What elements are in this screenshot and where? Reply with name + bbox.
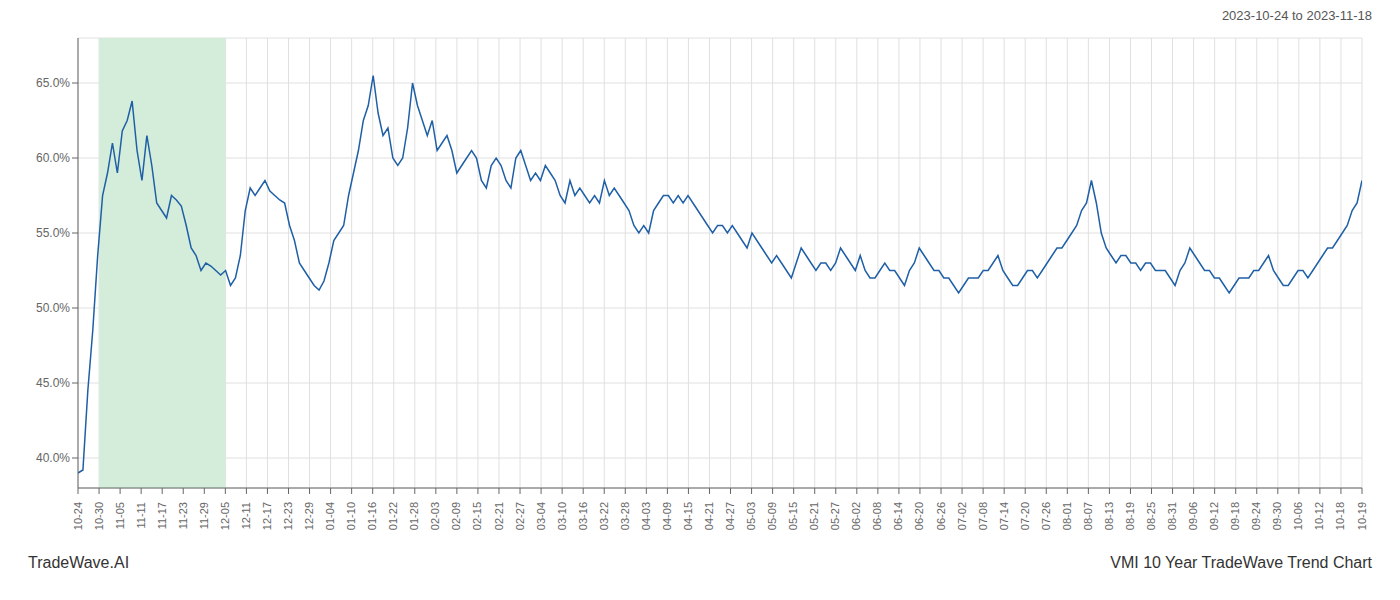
svg-text:40.0%: 40.0%	[36, 451, 70, 465]
svg-text:07-14: 07-14	[998, 502, 1010, 530]
svg-text:65.0%: 65.0%	[36, 76, 70, 90]
svg-text:55.0%: 55.0%	[36, 226, 70, 240]
svg-text:12-11: 12-11	[240, 502, 252, 529]
html-text:2023-10-24 to 2023-11-18: 2023-10-24 to 2023-11-18	[1221, 8, 1372, 23]
svg-text:09-06: 09-06	[1187, 502, 1199, 530]
svg-text:01-10: 01-10	[345, 502, 357, 530]
svg-text:06-20: 06-20	[913, 502, 925, 530]
svg-text:08-01: 08-01	[1061, 502, 1073, 530]
svg-text:11-11: 11-11	[135, 502, 147, 529]
svg-text:01-16: 01-16	[366, 502, 378, 530]
svg-text:01-04: 01-04	[324, 502, 336, 530]
svg-text:05-03: 05-03	[745, 502, 757, 530]
svg-text:11-05: 11-05	[114, 502, 126, 529]
svg-text:04-21: 04-21	[703, 502, 715, 530]
svg-text:09-30: 09-30	[1271, 502, 1283, 530]
svg-text:09-12: 09-12	[1208, 502, 1220, 530]
svg-text:50.0%: 50.0%	[36, 301, 70, 315]
svg-text:10-18: 10-18	[1334, 502, 1346, 530]
svg-text:03-04: 03-04	[535, 502, 547, 530]
svg-text:08-31: 08-31	[1166, 502, 1178, 530]
svg-text:06-08: 06-08	[871, 502, 883, 530]
svg-text:07-08: 07-08	[977, 502, 989, 530]
svg-text:45.0%: 45.0%	[36, 376, 70, 390]
svg-text:03-10: 03-10	[556, 502, 568, 530]
svg-text:01-28: 01-28	[408, 502, 420, 530]
svg-text:09-24: 09-24	[1250, 502, 1262, 530]
svg-text:03-22: 03-22	[598, 502, 610, 530]
svg-text:12-23: 12-23	[282, 502, 294, 530]
svg-text:08-19: 08-19	[1124, 502, 1136, 530]
svg-text:05-09: 05-09	[766, 502, 778, 530]
svg-text:02-21: 02-21	[493, 502, 505, 530]
svg-text:11-29: 11-29	[198, 502, 210, 529]
svg-text:04-03: 04-03	[640, 502, 652, 530]
svg-text:10-30: 10-30	[93, 502, 105, 530]
svg-text:10-06: 10-06	[1292, 502, 1304, 530]
html-text:VMI 10 Year TradeWave Trend Ch: VMI 10 Year TradeWave Trend Chart	[1110, 554, 1372, 571]
svg-text:06-26: 06-26	[935, 502, 947, 530]
svg-text:05-21: 05-21	[808, 502, 820, 530]
svg-text:06-14: 06-14	[892, 502, 904, 530]
svg-text:12-17: 12-17	[261, 502, 273, 530]
svg-text:02-15: 02-15	[471, 502, 483, 530]
svg-text:10-12: 10-12	[1313, 502, 1325, 530]
svg-text:10-24: 10-24	[72, 502, 84, 530]
svg-text:11-17: 11-17	[156, 502, 168, 529]
svg-text:07-02: 07-02	[956, 502, 968, 530]
svg-text:02-09: 02-09	[450, 502, 462, 530]
svg-text:04-09: 04-09	[661, 502, 673, 530]
svg-text:11-23: 11-23	[177, 502, 189, 529]
svg-text:12-05: 12-05	[219, 502, 231, 530]
svg-text:10-19: 10-19	[1356, 502, 1368, 530]
svg-text:09-18: 09-18	[1229, 502, 1241, 530]
svg-text:02-03: 02-03	[429, 502, 441, 530]
svg-text:60.0%: 60.0%	[36, 151, 70, 165]
svg-text:08-25: 08-25	[1145, 502, 1157, 530]
html-text:TradeWave.AI: TradeWave.AI	[28, 554, 130, 571]
svg-text:12-29: 12-29	[303, 502, 315, 530]
svg-text:03-16: 03-16	[577, 502, 589, 530]
svg-text:04-27: 04-27	[724, 502, 736, 530]
svg-text:06-02: 06-02	[850, 502, 862, 530]
svg-text:08-13: 08-13	[1103, 502, 1115, 530]
svg-text:05-27: 05-27	[829, 502, 841, 530]
svg-text:01-22: 01-22	[387, 502, 399, 530]
svg-text:07-20: 07-20	[1019, 502, 1031, 530]
svg-text:03-28: 03-28	[619, 502, 631, 530]
svg-text:04-15: 04-15	[682, 502, 694, 530]
svg-text:02-27: 02-27	[514, 502, 526, 530]
svg-text:05-15: 05-15	[787, 502, 799, 530]
svg-text:07-26: 07-26	[1040, 502, 1052, 530]
svg-text:08-07: 08-07	[1082, 502, 1094, 530]
